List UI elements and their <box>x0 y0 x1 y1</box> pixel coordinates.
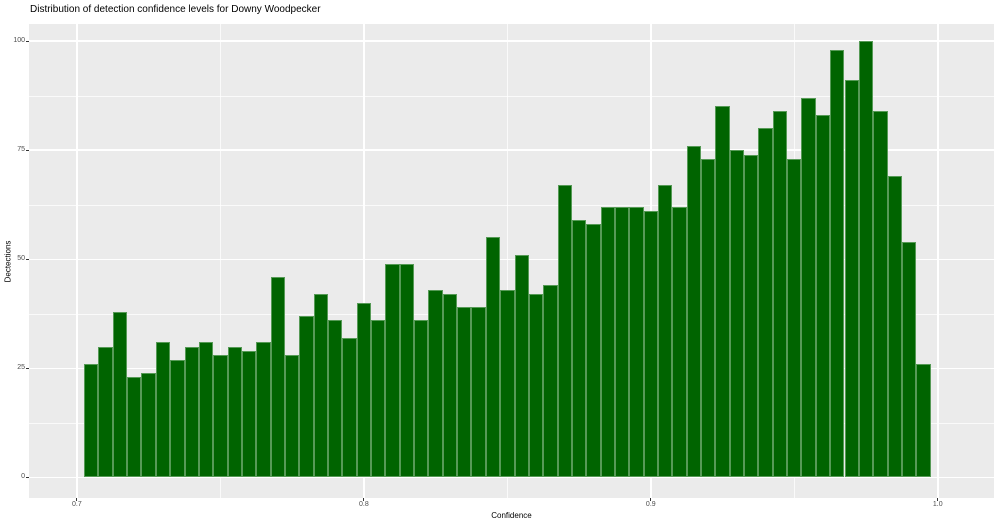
histogram-bar <box>442 294 458 478</box>
y-tick-label: 75 <box>17 146 25 154</box>
histogram-bar <box>758 128 773 478</box>
histogram-bar <box>672 206 687 478</box>
histogram-bar <box>485 237 501 478</box>
histogram-bar <box>399 263 415 478</box>
histogram-bar <box>84 364 99 478</box>
chart-title: Distribution of detection confidence lev… <box>30 4 321 15</box>
histogram-bar <box>457 307 472 478</box>
x-tick-label: 0.7 <box>72 501 82 508</box>
histogram-bar <box>629 206 644 478</box>
histogram-bar <box>557 185 572 478</box>
histogram-bar <box>787 158 802 478</box>
histogram-bar <box>887 176 902 478</box>
histogram-bar <box>299 315 314 478</box>
gridline-major-x <box>363 24 365 498</box>
histogram-bar <box>543 285 558 478</box>
y-axis-tick <box>26 367 29 369</box>
histogram-bar <box>801 97 816 478</box>
gridline-major-y <box>29 258 994 260</box>
histogram-bar <box>916 364 931 478</box>
gridline-minor-x <box>507 24 509 498</box>
histogram-bar <box>500 289 515 478</box>
histogram-bar <box>141 372 156 478</box>
histogram-bar <box>643 211 658 478</box>
histogram-bar <box>371 320 386 478</box>
histogram-bar <box>657 185 673 478</box>
histogram-bar <box>313 294 328 478</box>
x-axis-title: Confidence <box>491 511 532 520</box>
x-axis-tick <box>650 498 652 501</box>
y-axis-tick <box>26 40 29 42</box>
histogram-bar <box>213 355 228 478</box>
histogram-bar <box>155 342 171 478</box>
histogram-bar <box>98 346 113 478</box>
histogram-bar <box>112 311 128 478</box>
y-tick-label: 0 <box>21 473 25 481</box>
histogram-bar <box>686 145 702 478</box>
y-tick-label: 100 <box>13 37 25 45</box>
x-tick-label: 0.8 <box>358 501 369 508</box>
gridline-major-x <box>937 24 939 498</box>
y-tick-label: 50 <box>17 255 25 263</box>
histogram-bar <box>830 49 845 478</box>
histogram-bar <box>844 80 859 478</box>
x-axis-tick <box>76 498 78 501</box>
gridline-minor-x <box>220 24 222 498</box>
histogram-bar <box>428 289 443 478</box>
gridline-major-y <box>29 476 994 479</box>
y-axis-tick <box>26 258 29 260</box>
plot-panel <box>29 24 994 498</box>
histogram-bar <box>600 206 615 478</box>
gridline-major-y <box>29 40 994 42</box>
y-axis-tick <box>26 476 29 478</box>
x-axis-tick <box>363 498 365 501</box>
histogram-bar <box>356 302 372 478</box>
histogram-bar <box>873 110 888 478</box>
histogram-bar <box>772 110 788 478</box>
histogram-bar <box>815 115 831 478</box>
y-axis-tick <box>26 149 29 151</box>
histogram-bar <box>858 41 874 478</box>
histogram-bar <box>270 276 285 478</box>
histogram-bar <box>184 346 199 478</box>
histogram-bar <box>227 346 242 478</box>
histogram-bar <box>528 294 544 478</box>
gridline-major-y <box>29 149 994 151</box>
x-tick-label: 0.9 <box>645 501 656 508</box>
histogram-bar <box>385 263 400 478</box>
histogram-bar <box>715 106 730 478</box>
histogram-bar <box>127 377 142 478</box>
histogram-bar <box>471 307 486 478</box>
histogram-bar <box>571 219 587 478</box>
histogram-bar <box>701 158 716 478</box>
histogram-bar <box>198 342 214 478</box>
histogram-bar <box>414 320 429 478</box>
y-tick-label: 25 <box>17 364 25 372</box>
histogram-bar <box>614 206 630 478</box>
gridline-minor-y <box>29 204 994 206</box>
histogram-bar <box>241 350 257 478</box>
histogram-bar <box>170 359 185 478</box>
x-tick-label: 1.0 <box>932 501 943 508</box>
histogram-bar <box>729 150 745 478</box>
histogram-bar <box>586 224 601 478</box>
gridline-minor-y <box>29 95 994 97</box>
gridline-major-x <box>76 24 78 498</box>
histogram-bar <box>901 241 917 478</box>
histogram-bar <box>284 355 300 478</box>
histogram-bar <box>327 320 343 478</box>
histogram-bar <box>744 154 759 478</box>
histogram-bar <box>514 254 529 478</box>
x-axis-tick <box>937 498 939 501</box>
histogram-bar <box>256 342 271 478</box>
histogram-bar <box>342 337 357 478</box>
